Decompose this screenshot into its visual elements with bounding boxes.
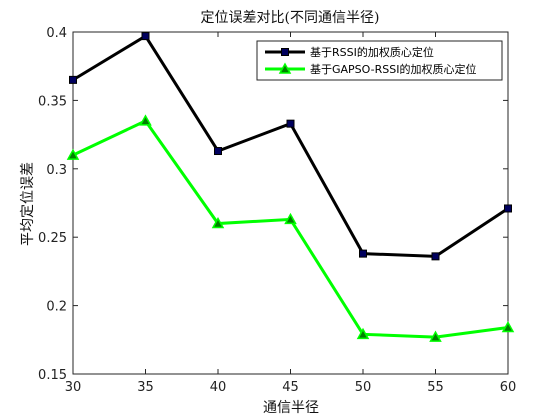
data-point-series-1 [504,204,512,213]
data-point-series-1 [214,147,222,156]
x-tick-label: 35 [137,380,154,395]
legend-label-2: 基于GAPSO-RSSI的加权质心定位 [310,62,476,76]
legend-marker-1 [281,48,289,56]
data-point-series-2 [211,216,225,229]
y-tick-label: 0.35 [38,94,67,109]
data-point-series-2 [501,320,515,333]
x-tick-label: 40 [210,380,227,395]
series-markers [66,32,515,342]
plot-area [72,31,509,375]
y-tick-label: 0.3 [46,163,67,178]
y-tick-label: 0.15 [38,368,67,383]
data-point-series-2 [66,148,80,160]
x-axis-label: 通信半径 [263,400,319,416]
x-tick-label: 60 [500,380,517,395]
axis-ticks: 30 35 40 45 50 55 60 0.15 0.2 0.25 0.3 0.35 0.4 [38,26,516,395]
y-axis-label: 平均定位误差 [20,162,36,246]
data-point-series-2 [139,114,152,126]
data-point-series-1 [141,32,150,41]
data-point-series-2 [356,327,370,340]
x-tick-label: 50 [355,380,372,395]
data-point-series-1 [359,249,367,258]
x-tick-label: 55 [427,380,444,395]
y-tick-label: 0.4 [46,26,67,41]
data-point-series-1 [431,252,440,261]
legend-label-1: 基于RSSI的加权质心定位 [310,45,434,59]
data-point-series-1 [286,119,295,128]
x-tick-label: 30 [65,380,82,395]
y-tick-label: 0.25 [38,231,67,246]
chart-title: 定位误差对比(不同通信半径) [201,10,380,26]
x-tick-label: 45 [282,380,299,395]
y-tick-label: 0.2 [46,300,67,315]
data-point-series-2 [284,212,297,225]
data-point-series-1 [69,75,77,84]
data-point-series-2 [429,330,442,342]
legend-box [256,40,503,81]
legend-marker-2 [278,62,292,74]
